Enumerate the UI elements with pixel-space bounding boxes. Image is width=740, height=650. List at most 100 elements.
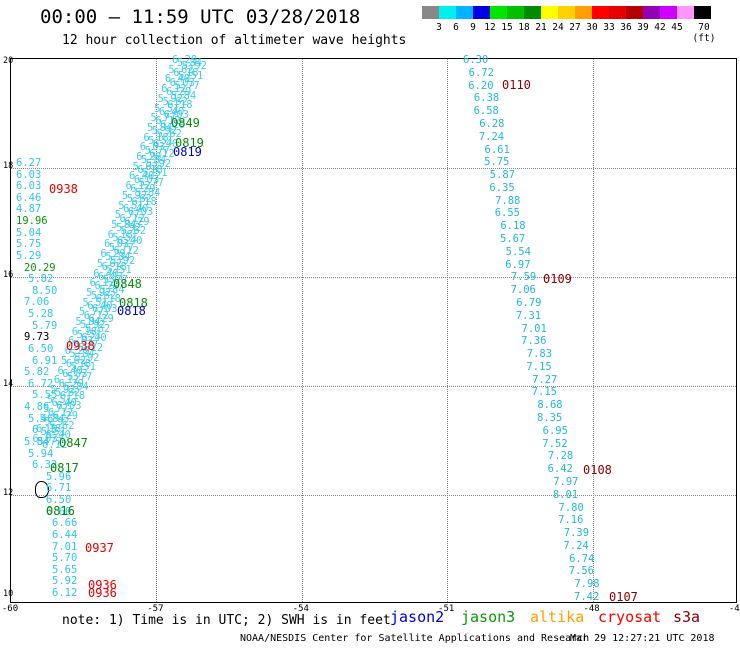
legend-swatch	[558, 6, 575, 19]
pass-time-label: 0938	[49, 182, 78, 196]
pass-time-label: 0816	[46, 504, 75, 518]
track-value: 6.60	[46, 505, 72, 518]
track-band-value: 6.40	[158, 105, 185, 118]
track-value: 6.61	[484, 143, 510, 156]
latitude-label: 10	[3, 589, 14, 599]
track-band-value: 6.29	[52, 409, 79, 422]
legend-label: 12	[484, 22, 496, 33]
legend-swatch	[456, 6, 473, 19]
track-band-value: 5.84	[146, 121, 173, 134]
track-value: 7.15	[531, 386, 557, 399]
track-value: 6.50	[46, 494, 72, 507]
track-value: 8.50	[32, 284, 58, 297]
longitude-label: -48	[583, 604, 600, 614]
track-value: 5.28	[28, 308, 54, 321]
track-value: 6.27	[16, 157, 42, 169]
track-value: 5.75	[16, 238, 42, 251]
track-band-value: 5.51	[154, 102, 180, 115]
track-band-value: 6.12	[89, 277, 115, 290]
legend-swatch	[507, 6, 524, 19]
track-band-value: 5.84	[63, 380, 89, 393]
track-value: 6.91	[32, 354, 58, 367]
track-band-value: 6.03	[169, 76, 195, 89]
track-band-value: 6.03	[163, 109, 189, 121]
track-band-value: 6.29	[160, 118, 186, 131]
track-band-value: 6.03	[92, 303, 118, 316]
track-band-value: 6.03	[98, 270, 124, 283]
track-value: 6.95	[542, 424, 568, 437]
latitude-label: 14	[3, 379, 14, 389]
track-value: 6.46	[16, 191, 42, 204]
track-band-value: 6.29	[130, 183, 156, 196]
pass-time-label: 0936	[88, 578, 117, 592]
track-band-value: 5.92	[74, 351, 100, 364]
track-band-value: 5.62	[49, 419, 75, 432]
track-band-value: 6.12	[77, 341, 104, 354]
pass-time-label: 0819	[175, 136, 204, 150]
track-band-value: 5.84	[111, 219, 137, 231]
track-band-value: 5.62	[156, 128, 182, 141]
pass-time-label: 0818	[119, 296, 148, 310]
track-band-value: 5.51	[178, 70, 204, 83]
track-band-value: 6.03	[68, 335, 94, 348]
track-band-value: 6.12	[83, 309, 110, 322]
track-value: 5.70	[52, 552, 78, 565]
track-band-value: 5.84	[75, 316, 101, 329]
track-value: 5.67	[500, 233, 526, 245]
legend-label: 70 (ft)	[692, 22, 716, 44]
track-value: 7.97	[553, 475, 579, 488]
track-band-value: 6.29	[88, 312, 114, 325]
legend-label: 3	[436, 22, 442, 33]
legend-swatch	[524, 6, 541, 19]
track-band-value: 5.51	[70, 361, 96, 374]
legend-label: 15	[501, 22, 513, 33]
track-value: 7.56	[568, 565, 594, 578]
track-value: 6.32	[32, 459, 58, 472]
track-band-value: 5.92	[121, 189, 148, 202]
track-value: 7.98	[574, 578, 600, 591]
pass-time-label: 0938	[66, 339, 95, 353]
track-band-value: 6.18	[173, 66, 199, 79]
legend-swatch	[677, 6, 694, 19]
grid-line	[301, 59, 303, 602]
longitude-label: -57	[147, 604, 164, 614]
track-band-value: 6.12	[53, 374, 80, 387]
pass-time-label: 0109	[543, 272, 572, 286]
legend-label: 30	[586, 22, 598, 33]
track-value: 6.12	[52, 587, 78, 599]
track-band-value: 5.84	[176, 57, 203, 70]
pass-time-label: 0937	[85, 541, 114, 555]
grid-line	[447, 59, 449, 602]
track-band-value: 5.77	[37, 435, 63, 448]
track-value: 9.73	[24, 331, 50, 344]
track-band-value: 5.77	[174, 79, 200, 92]
track-band-value: 5.51	[106, 264, 132, 277]
track-band-value: 6.12	[119, 212, 145, 225]
track-value: 6.72	[28, 377, 54, 390]
longitude-label: -54	[292, 604, 309, 614]
track-band-value: 5.92	[151, 125, 178, 138]
track-band-value: 6.29	[100, 248, 126, 261]
pass-time-label: 0848	[113, 277, 142, 291]
track-value: 6.97	[505, 258, 531, 271]
track-band-value: 6.03	[56, 400, 82, 413]
track-value: 5.92	[52, 575, 78, 588]
satellite-legend-item: jason3	[461, 608, 516, 626]
track-band-value: 5.84	[69, 348, 95, 361]
track-value: 6.50	[28, 342, 54, 355]
track-value: 7.15	[526, 360, 552, 373]
track-band-value: 5.92	[44, 416, 70, 429]
legend-swatch	[473, 6, 490, 19]
track-band-value: 6.18	[143, 131, 169, 144]
track-value: 6.20	[468, 79, 494, 92]
track-band-value: 6.40	[123, 202, 149, 215]
track-band-value: 5.62	[84, 322, 111, 335]
track-value: 6.15	[32, 424, 58, 437]
track-band-value: 5.92	[181, 60, 207, 73]
track-band-value: 5.92	[80, 319, 106, 332]
track-band-value: 6.40	[129, 170, 155, 183]
track-value: 5.65	[52, 563, 78, 576]
track-value: 5.94	[28, 447, 54, 460]
track-value: 7.80	[558, 501, 584, 514]
track-value: 5.75	[484, 156, 510, 169]
